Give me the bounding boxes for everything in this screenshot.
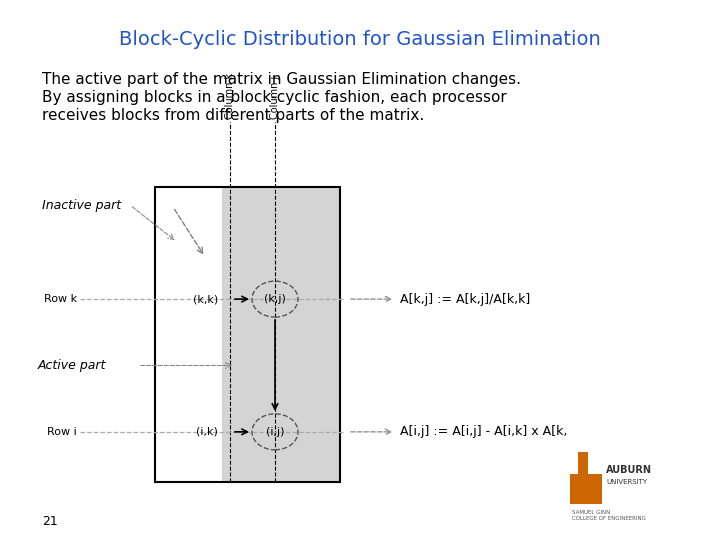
Text: Column k: Column k: [225, 73, 235, 119]
Text: UNIVERSITY: UNIVERSITY: [606, 479, 647, 485]
Polygon shape: [570, 452, 602, 504]
Text: Block-Cyclic Distribution for Gaussian Elimination: Block-Cyclic Distribution for Gaussian E…: [119, 30, 601, 49]
Text: A[k,j] := A[k,j]/A[k,k]: A[k,j] := A[k,j]/A[k,k]: [400, 293, 530, 306]
Text: A[i,j] := A[i,j] - A[i,k] x A[k,: A[i,j] := A[i,j] - A[i,k] x A[k,: [400, 426, 567, 438]
Text: Row i: Row i: [48, 427, 77, 437]
Text: Row k: Row k: [44, 294, 77, 304]
Text: (i,j): (i,j): [266, 427, 284, 437]
Text: Inactive part: Inactive part: [42, 199, 121, 212]
Text: COLLEGE OF ENGINEERING: COLLEGE OF ENGINEERING: [572, 516, 646, 522]
Text: By assigning blocks in a block-cyclic fashion, each processor: By assigning blocks in a block-cyclic fa…: [42, 90, 507, 105]
Text: (i,k): (i,k): [196, 427, 218, 437]
Text: 21: 21: [42, 515, 58, 528]
Text: SAMUEL GINN: SAMUEL GINN: [572, 510, 611, 515]
Text: (k,j): (k,j): [264, 294, 286, 304]
Text: Active part: Active part: [38, 359, 107, 372]
Bar: [155, 187, 340, 482]
Text: (k,k): (k,k): [193, 294, 218, 304]
Bar: [222, 187, 340, 482]
Text: AUBURN: AUBURN: [606, 465, 652, 475]
Text: The active part of the matrix in Gaussian Elimination changes.: The active part of the matrix in Gaussia…: [42, 72, 521, 87]
Text: Column j: Column j: [270, 76, 280, 119]
Text: receives blocks from different parts of the matrix.: receives blocks from different parts of …: [42, 108, 424, 123]
